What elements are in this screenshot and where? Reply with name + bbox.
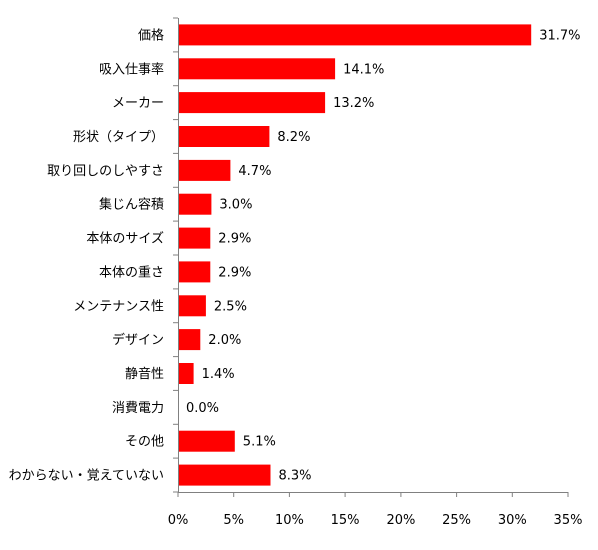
category-label: 価格: [138, 27, 164, 43]
data-label: 8.3%: [279, 469, 312, 484]
bar: [178, 329, 201, 351]
data-label: 13.2%: [333, 96, 374, 111]
category-label: 吸入仕事率: [99, 61, 164, 77]
category-label: わからない・覚えていない: [9, 469, 164, 484]
category-label: 形状（タイプ）: [73, 130, 164, 145]
category-label: メンテナンス性: [73, 299, 164, 314]
bar: [178, 227, 211, 249]
bar: [178, 193, 212, 215]
label-group: 価格 31.7% 吸入仕事率 14.1% メーカー 13.2% 形状（タイプ） 8.2% 取り回…: [9, 27, 583, 528]
category-label: 消費電力: [112, 401, 164, 416]
chart-axes: [173, 17, 569, 497]
data-label: 0.0%: [186, 401, 219, 416]
category-label: その他: [125, 435, 164, 450]
bar: [178, 430, 235, 452]
x-tick-label: 0%: [168, 513, 189, 528]
data-label: 14.1%: [343, 62, 384, 77]
bar: [178, 261, 211, 283]
category-label: 本体の重さ: [99, 264, 164, 280]
x-tick-label: 5%: [223, 513, 244, 528]
category-label: メーカー: [112, 96, 164, 111]
bar: [178, 159, 231, 181]
category-label: デザイン: [112, 332, 164, 348]
x-tick-label: 25%: [442, 513, 471, 528]
bar: [178, 464, 271, 486]
x-tick-label: 15%: [331, 513, 360, 528]
data-label: 2.5%: [214, 299, 247, 314]
bar: [178, 24, 532, 46]
data-label: 8.2%: [277, 130, 310, 145]
x-tick-label: 35%: [554, 513, 583, 528]
data-label: 3.0%: [219, 198, 252, 213]
data-label: 5.1%: [243, 435, 276, 450]
bar: [178, 363, 194, 384]
x-tick-label: 20%: [386, 513, 415, 528]
bar-group: [178, 24, 532, 486]
x-tick-label: 30%: [498, 513, 527, 528]
bar: [178, 58, 336, 80]
data-label: 4.7%: [238, 164, 271, 179]
bar: [178, 126, 270, 147]
data-label: 2.9%: [218, 265, 251, 280]
data-label: 2.9%: [218, 232, 251, 247]
category-label: 静音性: [125, 366, 164, 382]
bar: [178, 92, 326, 114]
data-label: 31.7%: [539, 28, 580, 43]
category-label: 取り回しのしやすさ: [47, 164, 164, 179]
data-label: 1.4%: [202, 367, 235, 382]
x-tick-label: 10%: [275, 513, 304, 528]
data-label: 2.0%: [208, 333, 241, 348]
category-label: 集じん容積: [99, 197, 164, 213]
category-label: 本体のサイズ: [86, 231, 164, 247]
bar: [178, 295, 206, 317]
